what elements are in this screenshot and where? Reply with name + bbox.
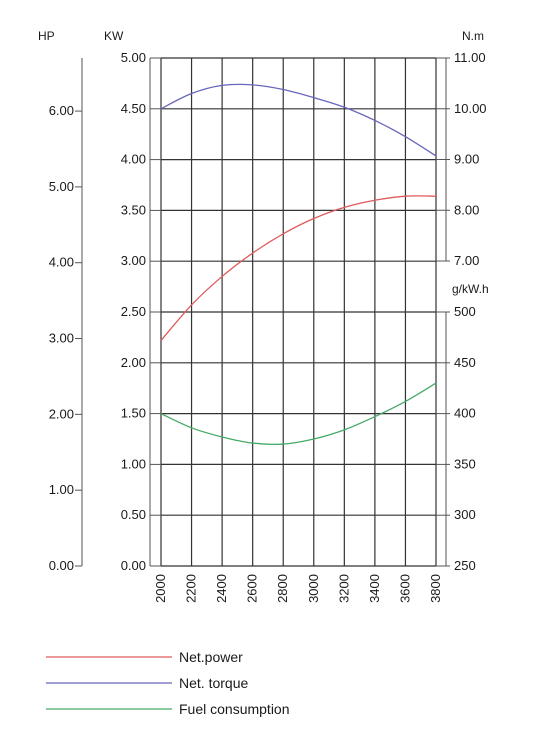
fuel-tick-label: 500 bbox=[454, 304, 476, 319]
legend-label: Fuel consumption bbox=[179, 701, 290, 717]
kw-tick-label: 4.00 bbox=[121, 152, 146, 167]
kw-tick-label: 1.50 bbox=[121, 406, 146, 421]
x-tick-label: 2200 bbox=[184, 574, 199, 603]
legend-label: Net. torque bbox=[179, 675, 248, 691]
hp-tick-label: 2.00 bbox=[49, 406, 74, 421]
x-tick-label: 2400 bbox=[214, 574, 229, 603]
x-tick-label: 3800 bbox=[428, 574, 443, 603]
chart-series bbox=[160, 83, 437, 446]
kw-tick-label: 1.00 bbox=[121, 456, 146, 471]
chart-axes: 0.00 1.00 2.00 3.00 4.00 5.00 6.00 HP 0.00 0.50 1.… bbox=[38, 29, 489, 603]
hp-axis-label: HP bbox=[38, 29, 55, 43]
x-tick-label: 2800 bbox=[275, 574, 290, 603]
kw-tick-label: 2.50 bbox=[121, 304, 146, 319]
torque-tick-label: 8.00 bbox=[454, 202, 479, 217]
kw-axis-label: KW bbox=[104, 29, 124, 43]
kw-tick-label: 0.00 bbox=[121, 558, 146, 573]
legend-label: Net.power bbox=[179, 649, 243, 665]
torque-axis-label: N.m bbox=[462, 29, 484, 43]
x-tick-label: 3600 bbox=[397, 574, 412, 603]
hp-tick-label: 6.00 bbox=[49, 103, 74, 118]
hp-tick-label: 0.00 bbox=[49, 558, 74, 573]
torque-tick-label: 7.00 bbox=[454, 253, 479, 268]
x-tick-label: 2000 bbox=[153, 574, 168, 603]
x-tick-label: 3400 bbox=[367, 574, 382, 603]
kw-tick-label: 3.00 bbox=[121, 253, 146, 268]
kw-tick-label: 2.00 bbox=[121, 355, 146, 370]
hp-tick-label: 1.00 bbox=[49, 482, 74, 497]
fuel-tick-label: 350 bbox=[454, 456, 476, 471]
torque-tick-label: 9.00 bbox=[454, 152, 479, 167]
net-torque-line bbox=[160, 83, 437, 157]
kw-tick-label: 0.50 bbox=[121, 507, 146, 522]
fuel-tick-label: 450 bbox=[454, 355, 476, 370]
kw-tick-label: 5.00 bbox=[121, 50, 146, 65]
fuel-consumption-line bbox=[160, 382, 437, 446]
fuel-axis-label: g/kW.h bbox=[452, 282, 489, 296]
legend-net-power: Net.power bbox=[46, 649, 243, 665]
torque-tick-label: 11.00 bbox=[454, 50, 486, 65]
x-tick-label: 3000 bbox=[306, 574, 321, 603]
legend-fuel-consumption: Fuel consumption bbox=[46, 701, 290, 717]
net-power-line bbox=[160, 195, 437, 341]
chart-grid bbox=[160, 57, 437, 567]
chart-legend: Net.power Net. torque Fuel consumption bbox=[46, 649, 290, 717]
torque-tick-label: 10.00 bbox=[454, 101, 487, 116]
kw-tick-label: 4.50 bbox=[121, 101, 146, 116]
fuel-tick-label: 400 bbox=[454, 406, 476, 421]
fuel-tick-label: 300 bbox=[454, 507, 476, 522]
x-tick-label: 2600 bbox=[245, 574, 260, 603]
legend-net-torque: Net. torque bbox=[46, 675, 248, 691]
kw-tick-label: 3.50 bbox=[121, 202, 146, 217]
x-tick-label: 3200 bbox=[336, 574, 351, 603]
fuel-tick-label: 250 bbox=[454, 558, 476, 573]
hp-tick-label: 4.00 bbox=[49, 255, 74, 270]
hp-tick-label: 5.00 bbox=[49, 179, 74, 194]
hp-tick-label: 3.00 bbox=[49, 331, 74, 346]
